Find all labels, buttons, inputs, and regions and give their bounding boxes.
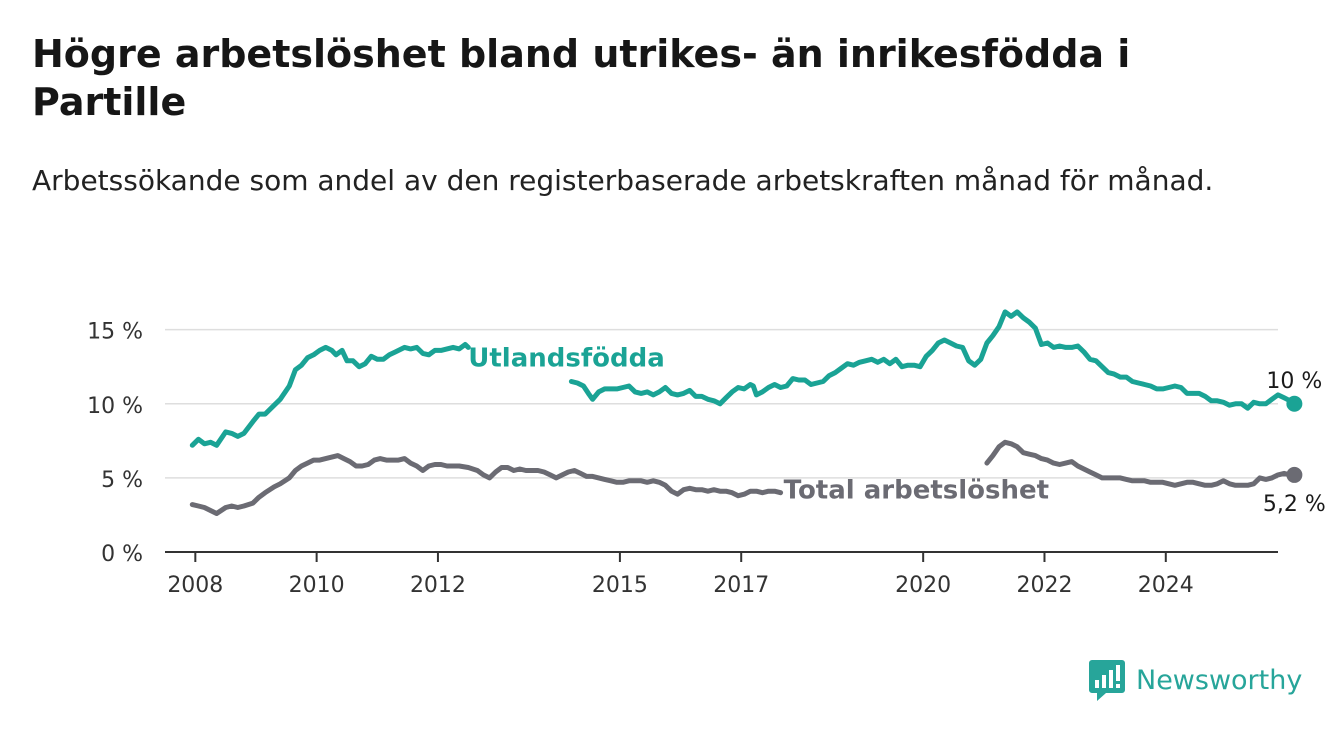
series-label-total: Total arbetslöshet: [784, 476, 1049, 506]
series-label-utlandsfodda: Utlandsfödda: [468, 344, 665, 374]
x-tick-label: 2015: [592, 573, 648, 598]
brand-name: Newsworthy: [1136, 664, 1303, 696]
x-tick-label: 2012: [410, 573, 466, 598]
series-line-total: [189, 453, 784, 516]
y-tick-label: 10 %: [87, 394, 143, 419]
x-tick-label: 2008: [167, 573, 223, 598]
x-tick-label: 2010: [289, 573, 345, 598]
newsworthy-logo: Newsworthy: [1088, 658, 1302, 702]
series-lines: [189, 309, 1303, 516]
y-tick-label: 15 %: [87, 320, 143, 345]
end-label-utlandsfodda: 10 %: [1266, 369, 1322, 394]
x-tick-label: 2017: [713, 573, 769, 598]
series-line-utlandsfodda: [568, 309, 1297, 411]
series-labels: Utlandsfödda Total arbetslöshet 10 % 5,2 %: [468, 344, 1326, 517]
chart-subtitle: Arbetssökande som andel av den registerb…: [32, 164, 1214, 197]
axes: 0 % 5 % 10 % 15 % 2008 2010 2012 2015 2017 2020 20…: [87, 320, 1278, 598]
x-tick-label: 2024: [1138, 573, 1194, 598]
end-label-total: 5,2 %: [1263, 492, 1326, 517]
end-point-marker: [1286, 466, 1303, 483]
y-tick-label: 5 %: [101, 468, 143, 493]
chart-title: Högre arbetslöshet bland utrikes- än inr…: [32, 32, 1131, 124]
end-point-marker: [1286, 395, 1303, 412]
x-tick-label: 2020: [895, 573, 951, 598]
x-tick-label: 2022: [1016, 573, 1072, 598]
newsworthy-logo-icon: [1089, 660, 1125, 701]
y-tick-label: 0 %: [101, 542, 143, 567]
series-line-total: [984, 439, 1297, 488]
series-line-utlandsfodda: [189, 342, 471, 448]
